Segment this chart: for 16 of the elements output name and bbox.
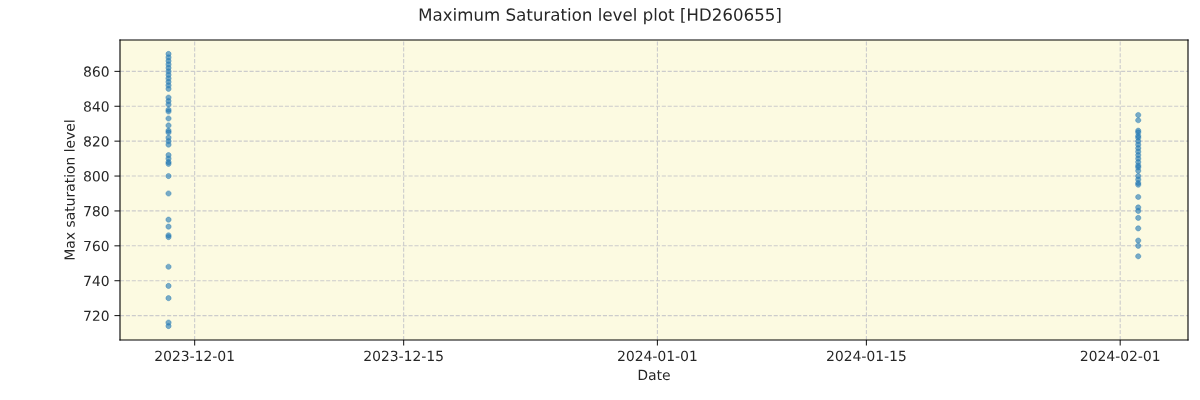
y-tick-label: 760 (84, 240, 109, 252)
x-tick-label: 2024-01-15 (827, 350, 906, 362)
y-tick-label: 820 (84, 136, 109, 147)
y-axis-title: Max saturation level (64, 120, 75, 260)
x-tick-label: 2023-12-15 (364, 350, 443, 362)
x-axis-title: Date (638, 369, 670, 381)
y-tick-label: 840 (84, 101, 109, 112)
x-tick-label: 2023-12-01 (155, 350, 234, 362)
x-tick-label: 2024-02-01 (1080, 350, 1160, 362)
chart-title: Maximum Saturation level plot [HD260655] (419, 8, 781, 25)
y-tick-label: 740 (84, 275, 109, 287)
y-tick-label: 860 (84, 66, 109, 77)
y-tick-label: 780 (84, 205, 109, 217)
y-tick-label: 800 (84, 171, 109, 182)
x-tick-label: 2024-01-01 (618, 350, 697, 362)
y-tick-label: 720 (84, 310, 109, 322)
